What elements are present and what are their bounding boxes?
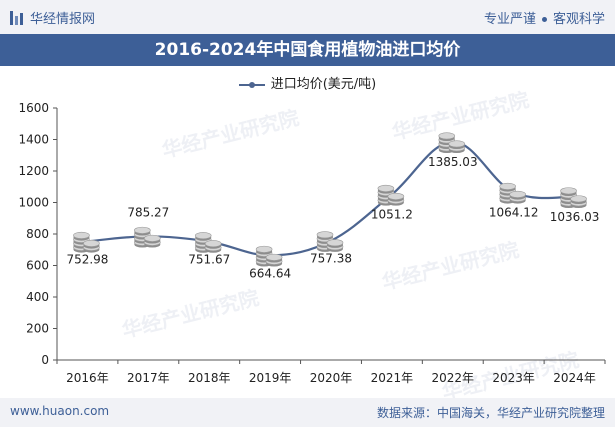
footer: www.huaon.com 数据来源：中国海关，华经产业研究院整理	[0, 398, 615, 427]
brand: 华经情报网	[10, 8, 95, 27]
motto-left: 专业严谨	[483, 12, 536, 27]
x-tick-label: 2018年	[188, 371, 231, 385]
data-point-marker	[377, 184, 405, 206]
data-label: 1064.12	[489, 205, 539, 219]
motto-right: 客观科学	[552, 12, 605, 27]
y-tick-label: 1200	[18, 164, 49, 178]
data-label: 1385.03	[428, 155, 478, 169]
y-tick-label: 1400	[18, 133, 49, 147]
data-point-marker	[560, 187, 587, 209]
top-bar: 华经情报网 专业严谨 客观科学	[0, 0, 615, 34]
y-tick-label: 1600	[18, 101, 49, 115]
y-tick-label: 0	[41, 353, 49, 367]
data-point-marker	[438, 132, 466, 154]
x-tick-label: 2016年	[66, 371, 109, 385]
legend-line-icon	[238, 81, 265, 88]
motto: 专业严谨 客观科学	[484, 8, 605, 27]
data-point-marker	[316, 231, 344, 252]
footer-url[interactable]: www.huaon.com	[10, 404, 110, 418]
dot-icon	[541, 17, 547, 22]
data-point-marker	[73, 231, 100, 253]
data-point-marker	[499, 182, 526, 204]
y-tick-label: 800	[26, 227, 49, 241]
data-label: 785.27	[127, 205, 169, 219]
y-tick-label: 600	[26, 259, 49, 273]
data-point-marker	[255, 245, 283, 267]
footer-source: 数据来源：中国海关，华经产业研究院整理	[376, 406, 605, 420]
x-tick-label: 2022年	[432, 371, 475, 385]
y-tick-label: 200	[26, 322, 49, 336]
brand-logo-icon	[10, 10, 24, 25]
x-tick-label: 2020年	[310, 371, 353, 385]
x-tick-label: 2021年	[371, 371, 414, 385]
series-line	[87, 140, 575, 257]
chart-title: 2016-2024年中国食用植物油进口均价	[0, 34, 615, 66]
brand-name: 华经情报网	[30, 12, 96, 27]
x-tick-label: 2017年	[127, 371, 170, 385]
y-tick-label: 1000	[18, 196, 49, 210]
data-point-marker	[194, 232, 222, 253]
data-label: 752.98	[66, 252, 108, 266]
data-label: 664.64	[249, 266, 291, 280]
x-tick-label: 2024年	[553, 371, 596, 385]
data-point-marker	[134, 226, 161, 248]
legend-label: 进口均价(美元/吨)	[270, 77, 377, 92]
data-label: 1051.2	[371, 207, 413, 221]
x-tick-label: 2019年	[249, 371, 292, 385]
data-label: 1036.03	[550, 210, 600, 224]
data-label: 757.38	[310, 252, 352, 266]
chart-legend: 进口均价(美元/吨)	[0, 73, 615, 92]
x-tick-label: 2023年	[492, 371, 535, 385]
data-label: 751.67	[188, 253, 230, 267]
y-tick-label: 400	[26, 290, 49, 304]
